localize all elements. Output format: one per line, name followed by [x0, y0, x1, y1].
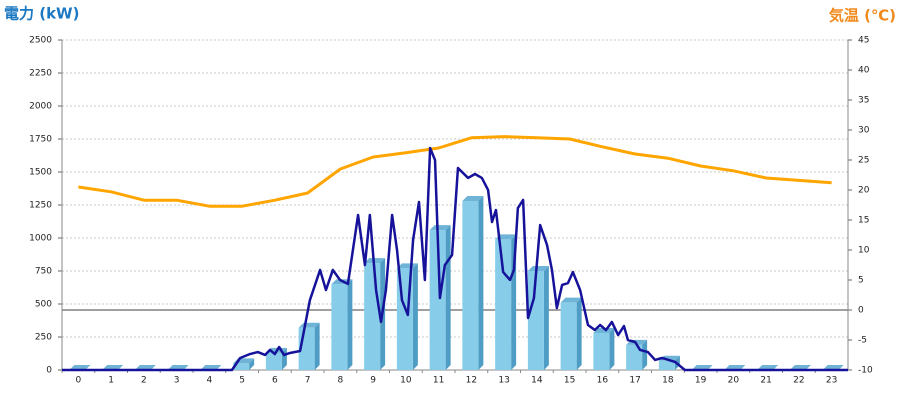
x-tick-label: 15	[564, 376, 575, 386]
x-tick-label: 20	[728, 376, 740, 386]
bar-front	[658, 360, 675, 370]
bar-side	[412, 263, 418, 370]
x-tick-label: 16	[597, 376, 609, 386]
bar	[593, 328, 615, 370]
y2-tick-label: 30	[858, 126, 870, 136]
bar-side	[249, 358, 255, 370]
x-tick-label: 6	[272, 376, 278, 386]
bar-side	[543, 266, 549, 370]
y-tick-label: 500	[35, 300, 52, 310]
y2-tick-label: 10	[858, 246, 870, 256]
bar	[495, 234, 517, 370]
bar-top	[527, 266, 549, 271]
bar-front	[626, 344, 643, 370]
x-tick-label: 19	[695, 376, 707, 386]
y-tick-label: 1250	[29, 201, 52, 211]
x-tick-label: 14	[531, 376, 543, 386]
bar-top	[462, 196, 484, 202]
y-tick-label: 2000	[29, 102, 52, 112]
temperature-line	[78, 135, 832, 208]
bar-front	[593, 333, 610, 370]
x-tick-label: 7	[305, 376, 311, 386]
bar	[462, 196, 484, 370]
bar-side	[347, 279, 353, 370]
bar-top	[429, 225, 451, 231]
y2-tick-label: 15	[858, 216, 869, 226]
bar-side	[445, 225, 451, 370]
x-tick-label: 5	[239, 376, 245, 386]
y2-tick-label: -5	[858, 336, 867, 346]
power-line	[62, 146, 848, 372]
x-tick-label: 9	[370, 376, 376, 386]
bar-side	[576, 297, 582, 370]
y-tick-label: 0	[46, 366, 52, 376]
y-tick-label: 2250	[29, 69, 52, 79]
x-tick-label: 11	[433, 376, 444, 386]
bar-front	[429, 230, 446, 370]
bar-side	[642, 339, 648, 370]
y2-axis-title: 気温 (℃)	[829, 7, 896, 25]
bar-top	[560, 297, 582, 303]
y2-tick-label: 5	[858, 276, 864, 286]
x-tick-label: 17	[629, 376, 640, 386]
y2-tick-label: 45	[858, 36, 869, 46]
bar-front	[331, 284, 348, 370]
x-tick-label: 4	[207, 376, 213, 386]
x-tick-label: 1	[108, 376, 114, 386]
y2-tick-label: 0	[858, 306, 864, 316]
bar-top	[593, 328, 615, 334]
y-tick-label: 1750	[29, 135, 52, 145]
bar-front	[265, 352, 282, 370]
x-tick-label: 12	[466, 376, 477, 386]
bar-front	[495, 239, 512, 370]
x-tick-label: 10	[400, 376, 412, 386]
y-tick-label: 750	[35, 267, 52, 277]
bar	[560, 297, 582, 370]
y-tick-label: 2500	[29, 36, 52, 46]
bar-front	[560, 302, 577, 370]
x-tick-label: 21	[760, 376, 771, 386]
bar-front	[233, 363, 250, 370]
bar-front	[364, 263, 381, 370]
y2-tick-label: 25	[858, 156, 869, 166]
bar-side	[314, 322, 320, 370]
x-tick-label: 22	[793, 376, 804, 386]
bar-top	[396, 263, 418, 269]
y-tick-label: 1000	[29, 234, 52, 244]
bar-front	[527, 271, 544, 370]
x-tick-label: 0	[76, 376, 82, 386]
bar	[527, 266, 549, 370]
x-tick-label: 18	[662, 376, 674, 386]
bar-side	[478, 196, 484, 370]
y2-tick-label: 40	[858, 66, 870, 76]
y2-tick-label: 20	[858, 186, 870, 196]
x-tick-label: 8	[338, 376, 344, 386]
y-tick-label: 250	[35, 333, 52, 343]
x-tick-label: 2	[141, 376, 147, 386]
bar-front	[462, 201, 479, 370]
x-tick-label: 23	[826, 376, 837, 386]
x-tick-label: 3	[174, 376, 180, 386]
y2-tick-label: 35	[858, 96, 869, 106]
bar	[331, 279, 353, 370]
bar-side	[609, 328, 615, 370]
y-tick-label: 1500	[29, 168, 52, 178]
x-tick-label: 13	[498, 376, 509, 386]
y2-tick-label: -10	[858, 366, 873, 376]
y-axis-title: 電力 (kW)	[4, 5, 79, 23]
